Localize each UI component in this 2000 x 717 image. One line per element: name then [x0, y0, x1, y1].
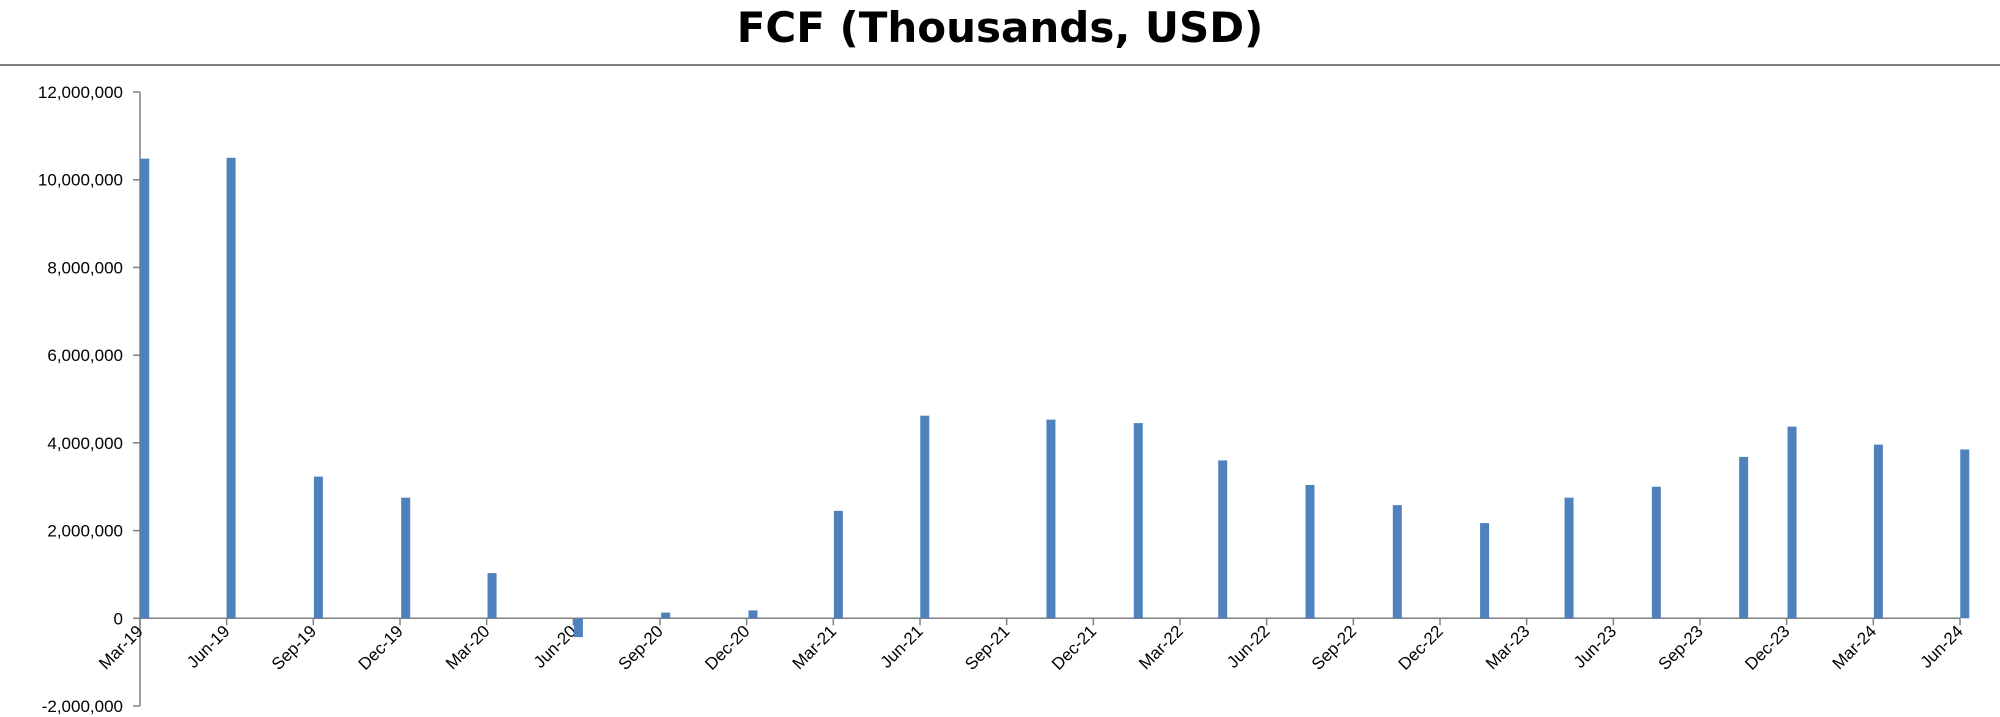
fcf-bar — [487, 573, 497, 619]
fcf-bar — [1873, 444, 1883, 619]
x-tick-label: Jun-21 — [877, 622, 927, 672]
fcf-bar — [1739, 456, 1749, 619]
x-tick-label: Sep-21 — [961, 622, 1013, 674]
fcf-bar — [140, 158, 150, 619]
x-tick-label: Dec-20 — [701, 622, 753, 674]
title-divider — [0, 64, 2000, 66]
fcf-bar — [1305, 484, 1315, 619]
x-tick-label: Mar-19 — [95, 622, 147, 674]
x-tick-label: Jun-23 — [1570, 622, 1620, 672]
fcf-bar — [1133, 423, 1143, 619]
y-tick-label: 4,000,000 — [47, 434, 123, 453]
y-tick-label: 6,000,000 — [47, 346, 123, 365]
x-tick-label: Dec-21 — [1048, 622, 1100, 674]
x-tick-label: Dec-19 — [355, 622, 407, 674]
fcf-bar — [1787, 426, 1797, 619]
x-tick-label: Jun-20 — [530, 622, 580, 672]
y-tick-label: 0 — [114, 609, 123, 628]
x-tick-label: Jun-24 — [1917, 622, 1967, 672]
x-tick-label: Jun-19 — [183, 622, 233, 672]
y-axis: 12,000,000 10,000,000 8,000,000 6,000,000 4,… — [38, 83, 141, 716]
fcf-bar — [1218, 460, 1228, 619]
fcf-bar — [401, 497, 411, 619]
fcf-bar — [1651, 486, 1661, 619]
chart-title: FCF (Thousands, USD) — [736, 3, 1264, 52]
y-tick-label: 10,000,000 — [38, 171, 123, 190]
fcf-bar — [1046, 419, 1056, 619]
x-tick-label: Jun-22 — [1223, 622, 1273, 672]
x-tick-label: Sep-20 — [615, 622, 667, 674]
fcf-bar — [920, 415, 930, 619]
fcf-bar — [573, 618, 583, 638]
x-tick-label: Mar-20 — [442, 622, 494, 674]
x-tick-label: Dec-23 — [1741, 622, 1793, 674]
fcf-bar — [1392, 505, 1402, 619]
y-tick-label: 12,000,000 — [38, 83, 123, 102]
fcf-bar — [1564, 497, 1574, 619]
fcf-bar — [313, 476, 323, 619]
fcf-bar — [661, 612, 671, 619]
x-tick-label: Mar-22 — [1135, 622, 1187, 674]
fcf-bar — [1480, 523, 1490, 619]
x-tick-label: Sep-22 — [1308, 622, 1360, 674]
fcf-bar — [226, 157, 236, 619]
y-tick-label: -2,000,000 — [42, 697, 123, 716]
x-axis: Mar-19 Jun-19 Sep-19 Dec-19 Mar-20 Jun-20 Sep-… — [95, 617, 1967, 674]
x-tick-label: Sep-23 — [1655, 622, 1707, 674]
y-tick-label: 2,000,000 — [47, 522, 123, 541]
fcf-bar — [748, 610, 758, 619]
x-tick-label: Mar-23 — [1482, 622, 1534, 674]
y-tick-label: 8,000,000 — [47, 258, 123, 277]
fcf-bar — [833, 510, 843, 619]
bar-series — [140, 157, 1970, 638]
x-tick-label: Mar-24 — [1829, 622, 1881, 674]
x-tick-label: Sep-19 — [268, 622, 320, 674]
fcf-bar — [1960, 449, 1970, 619]
x-tick-label: Mar-21 — [789, 622, 841, 674]
x-tick-label: Dec-22 — [1395, 622, 1447, 674]
